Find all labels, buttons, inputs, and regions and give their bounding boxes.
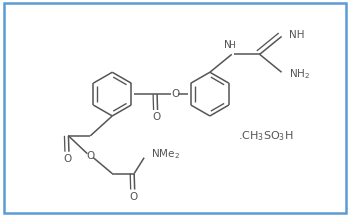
Text: NH$_2$: NH$_2$ — [288, 67, 310, 81]
Text: NMe$_2$: NMe$_2$ — [151, 147, 180, 161]
Text: H: H — [229, 41, 235, 50]
Text: .CH$_3$SO$_3$H: .CH$_3$SO$_3$H — [238, 129, 293, 143]
Text: N: N — [224, 40, 232, 50]
Text: O: O — [63, 154, 71, 164]
Text: NH: NH — [288, 30, 304, 40]
Text: O: O — [86, 151, 94, 161]
Text: O: O — [152, 112, 160, 122]
Text: O: O — [129, 192, 137, 202]
Text: O: O — [171, 89, 179, 99]
